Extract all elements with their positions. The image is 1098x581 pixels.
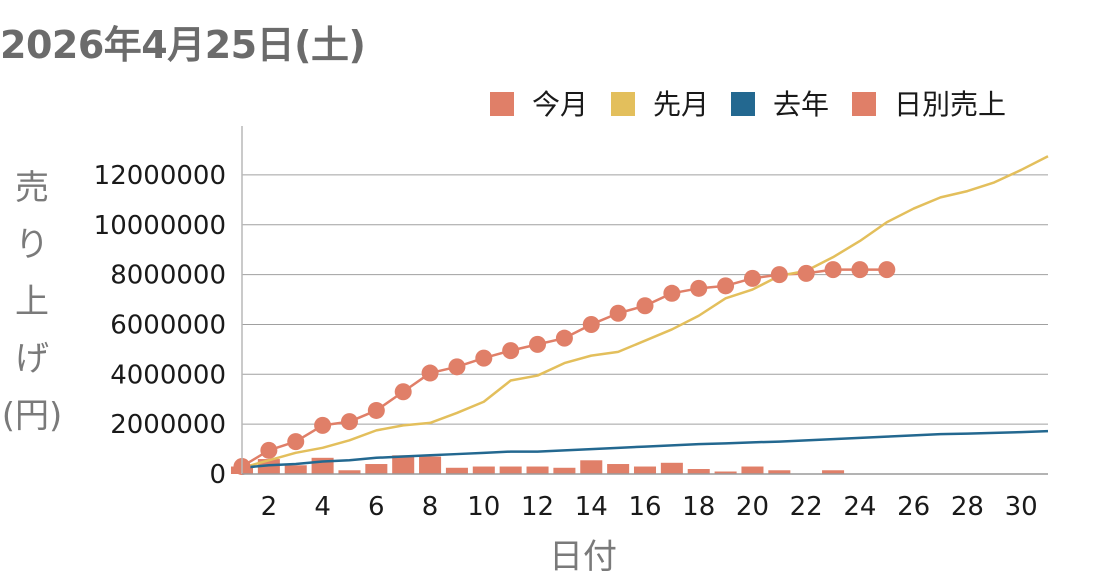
this-month-point [421, 364, 439, 382]
legend-label: 今月 [532, 88, 588, 121]
y-tick-label: 0 [209, 460, 226, 490]
daily-sales-bar [445, 467, 468, 474]
this-month-point [797, 264, 815, 282]
daily-sales-bar [633, 466, 657, 474]
x-tick-label: 4 [314, 492, 331, 522]
daily-sales-bar [499, 466, 522, 474]
this-month-point [502, 342, 520, 360]
x-tick-label: 22 [790, 492, 823, 522]
this-month-point [287, 433, 305, 451]
y-tick-label: 4000000 [110, 360, 226, 390]
x-tick-label: 8 [422, 492, 439, 522]
y-tick-label: 2000000 [110, 410, 226, 440]
bars-layer [230, 455, 845, 474]
x-axis-label: 日付 [549, 537, 617, 577]
y-axis-label: 売 り 上 げ (円) [0, 160, 64, 445]
this-month-point [394, 383, 412, 401]
daily-sales-bar [472, 466, 495, 474]
x-tick-label: 30 [1005, 492, 1038, 522]
this-month-point [717, 277, 735, 295]
legend-layer: 今月 先月 去年 日別売上 [490, 88, 1006, 121]
daily-sales-bar [660, 462, 683, 474]
grid-layer [242, 174, 1048, 425]
daily-sales-bar [822, 470, 845, 474]
daily-sales-bar [284, 465, 307, 474]
y-tick-label: 6000000 [110, 310, 226, 340]
x-tick-label: 16 [628, 492, 661, 522]
markers-layer [233, 261, 896, 476]
legend-label: 去年 [773, 88, 829, 121]
daily-sales-bar [607, 464, 630, 474]
daily-sales-bar [392, 455, 415, 474]
this-month-point [475, 349, 493, 367]
daily-sales-bar [741, 466, 764, 474]
this-month-point [529, 335, 547, 353]
daily-sales-bar [580, 460, 603, 474]
legend-swatch [490, 92, 514, 116]
this-month-point [770, 266, 788, 284]
x-tick-label: 26 [897, 492, 930, 522]
x-tick-label: 10 [467, 492, 500, 522]
y-axis-label-char: げ [15, 339, 49, 379]
legend-swatch [611, 92, 635, 116]
daily-sales-bar [419, 456, 442, 474]
x-tick-label: 6 [368, 492, 385, 522]
y-axis-label-char: (円) [1, 396, 63, 436]
this-month-point [690, 279, 708, 297]
this-month-point [555, 329, 573, 347]
page-title: 2026年4月25日(土) [0, 23, 366, 67]
this-month-point [367, 401, 385, 419]
daily-sales-bar [768, 470, 791, 474]
y-tick-label: 12000000 [94, 161, 226, 191]
daily-sales-bar [338, 470, 361, 474]
x-tick-label: 14 [575, 492, 608, 522]
y-tick-label: 8000000 [110, 261, 226, 291]
daily-sales-bar [687, 469, 710, 474]
this-month-point [340, 413, 358, 431]
y-tick-label: 10000000 [94, 211, 226, 241]
this-month-point [314, 416, 332, 434]
x-tick-label: 28 [951, 492, 984, 522]
this-month-point [851, 261, 869, 279]
axes-layer: 0 2000000 4000000 6000000 8000000 10000000 120… [94, 126, 1048, 522]
this-month-point [743, 269, 761, 287]
daily-sales-bar [553, 467, 576, 474]
this-month-point [824, 261, 842, 279]
y-axis-label-char: 上 [15, 282, 49, 322]
legend-label: 先月 [653, 88, 709, 121]
daily-sales-bar [365, 464, 388, 474]
this-month-point [260, 441, 278, 459]
x-tick-label: 2 [261, 492, 278, 522]
this-month-point [878, 261, 896, 279]
x-tick-label: 18 [682, 492, 715, 522]
this-month-point [663, 284, 681, 302]
x-tick-label: 20 [736, 492, 769, 522]
this-month-point [609, 304, 627, 322]
this-month-point [582, 315, 600, 333]
daily-sales-bar [714, 471, 737, 474]
series-line-this-month [241, 268, 887, 468]
x-tick-label: 12 [521, 492, 554, 522]
y-axis-label-char: り [15, 225, 49, 265]
y-axis-label-char: 売 [15, 168, 49, 208]
legend-swatch [852, 92, 876, 116]
this-month-point [448, 358, 466, 376]
this-month-point [636, 297, 654, 315]
series-line-last-month [241, 155, 1049, 469]
series-line-last-year [241, 429, 1049, 470]
legend-swatch [731, 92, 755, 116]
legend-label: 日別売上 [894, 88, 1006, 121]
daily-sales-bar [526, 466, 549, 474]
x-tick-label: 24 [843, 492, 876, 522]
